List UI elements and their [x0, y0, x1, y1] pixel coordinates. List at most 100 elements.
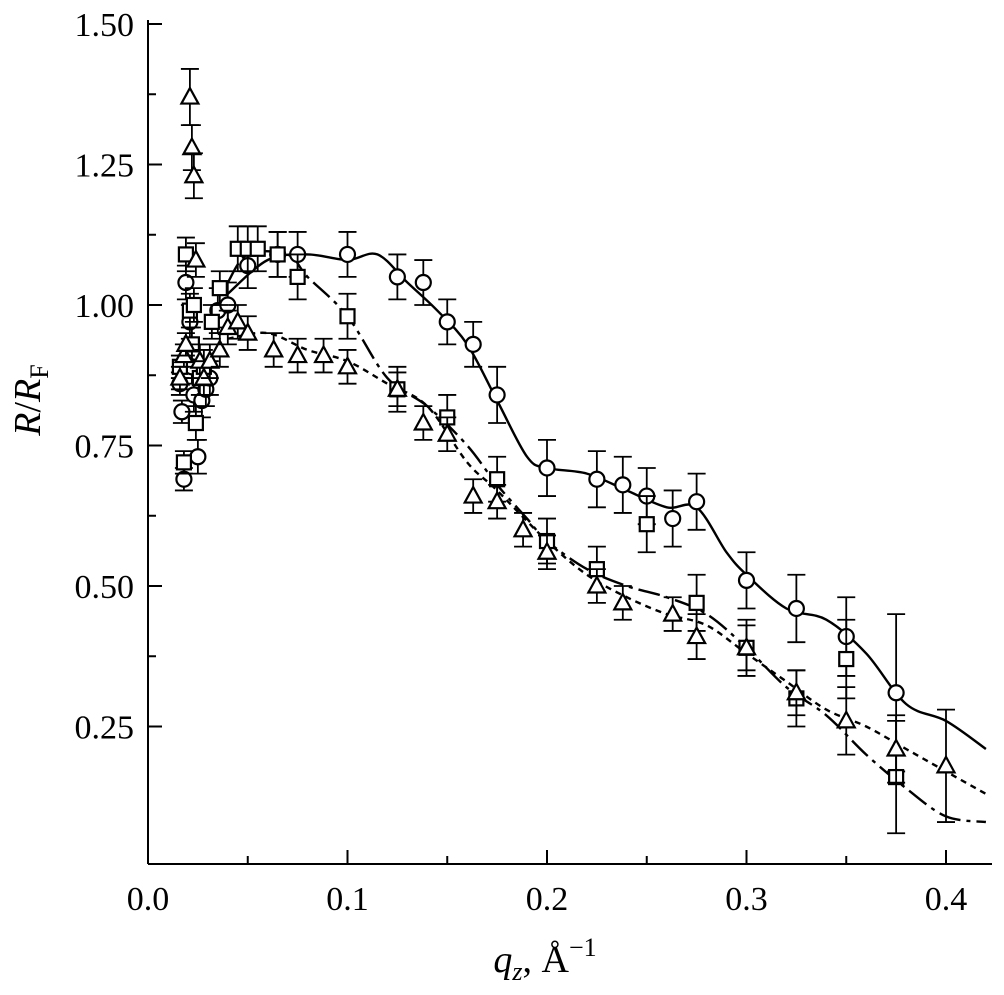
data-point-triangle	[512, 512, 534, 548]
data-point-circle	[538, 438, 556, 497]
triangle-marker	[237, 321, 259, 341]
triangle-marker	[835, 709, 857, 729]
circle-marker	[438, 313, 456, 331]
circle-marker	[688, 493, 706, 511]
data-point-square	[248, 225, 267, 273]
circle-marker	[177, 273, 195, 292]
data-point-triangle	[185, 242, 207, 278]
data-point-triangle	[179, 68, 201, 127]
fit-curve-circle	[227, 252, 987, 750]
data-point-triangle	[486, 483, 508, 520]
data-point-triangle	[436, 416, 458, 453]
triangle-marker	[173, 344, 195, 364]
triangle-marker	[436, 422, 458, 442]
triangle-marker	[179, 85, 201, 105]
data-point-triangle	[337, 349, 358, 385]
data-point-circle	[663, 489, 682, 548]
data-point-square	[288, 253, 307, 301]
data-point-circle	[414, 259, 433, 306]
y-tick-label: 0.25	[75, 710, 135, 747]
y-axis-title: R/RF	[7, 364, 54, 436]
data-points-layer	[169, 68, 957, 835]
data-point-square	[186, 405, 205, 441]
triangle-marker	[586, 574, 608, 594]
data-point-circle	[338, 231, 357, 278]
square-marker	[269, 246, 286, 263]
circle-marker	[488, 386, 506, 404]
data-point-triangle	[263, 332, 285, 368]
data-point-circle	[587, 450, 606, 509]
data-point-square	[174, 450, 193, 475]
triangle-marker	[337, 355, 358, 375]
data-point-triangle	[181, 124, 203, 172]
data-point-triangle	[237, 315, 259, 351]
triangle-marker	[662, 602, 684, 622]
square-marker	[203, 313, 220, 330]
triangle-marker	[462, 484, 484, 504]
triangle-marker	[612, 591, 634, 611]
data-point-triangle	[175, 332, 197, 357]
data-point-triangle	[885, 714, 907, 784]
circle-marker	[464, 335, 482, 353]
data-point-circle	[613, 455, 632, 514]
square-marker	[339, 308, 356, 325]
y-tick-label: 0.50	[75, 569, 135, 606]
circle-marker	[588, 470, 606, 488]
data-point-triangle	[412, 405, 434, 441]
data-point-triangle	[199, 343, 221, 379]
data-point-triangle	[935, 708, 957, 823]
triangle-marker	[885, 737, 907, 757]
square-marker	[838, 650, 855, 668]
triangle-marker	[412, 411, 434, 431]
fit-curves-layer	[226, 250, 987, 824]
triangle-marker	[185, 248, 207, 268]
triangle-marker	[193, 366, 215, 386]
triangle-marker	[313, 344, 334, 364]
fit-curve-triangle	[227, 331, 987, 795]
circle-marker	[664, 509, 682, 528]
x-tick-label: 0.3	[725, 881, 768, 918]
y-tick-label: 1.00	[75, 288, 135, 325]
data-point-triangle	[662, 596, 684, 632]
triangle-marker	[736, 636, 757, 656]
triangle-marker	[175, 333, 197, 352]
triangle-marker	[263, 338, 285, 358]
data-point-triangle	[835, 686, 857, 756]
triangle-marker	[209, 338, 231, 358]
x-tick-label: 0.2	[526, 881, 569, 918]
triangle-marker	[935, 754, 957, 774]
data-point-circle	[787, 573, 806, 644]
data-point-triangle	[586, 568, 608, 604]
data-point-circle	[438, 298, 457, 346]
circle-marker	[414, 273, 432, 292]
y-tick-label: 1.50	[75, 7, 135, 44]
square-marker	[187, 414, 204, 432]
x-tick-label: 0.4	[925, 881, 968, 918]
data-point-triangle	[462, 478, 484, 514]
data-point-triangle	[612, 585, 634, 621]
data-point-triangle	[227, 304, 249, 340]
data-point-triangle	[387, 371, 408, 408]
circle-marker	[887, 684, 905, 702]
x-axis-title: qz, Å−1	[493, 933, 596, 986]
square-marker	[688, 594, 705, 611]
square-marker	[289, 268, 306, 285]
triangle-marker	[287, 344, 308, 364]
square-marker	[211, 280, 228, 297]
fit-curve-square	[226, 250, 987, 824]
triangle-marker	[181, 136, 203, 156]
data-point-circle	[687, 472, 706, 531]
circle-marker	[737, 571, 756, 589]
data-point-triangle	[686, 613, 707, 660]
data-point-square	[268, 231, 287, 278]
data-point-triangle	[536, 534, 558, 571]
triangle-marker	[387, 378, 408, 397]
data-point-triangle	[786, 669, 807, 717]
y-tick-label: 0.75	[75, 429, 135, 466]
data-point-triangle	[313, 337, 334, 374]
triangle-marker	[199, 349, 221, 369]
data-point-square	[637, 495, 656, 554]
y-tick-label: 1.25	[75, 148, 135, 185]
